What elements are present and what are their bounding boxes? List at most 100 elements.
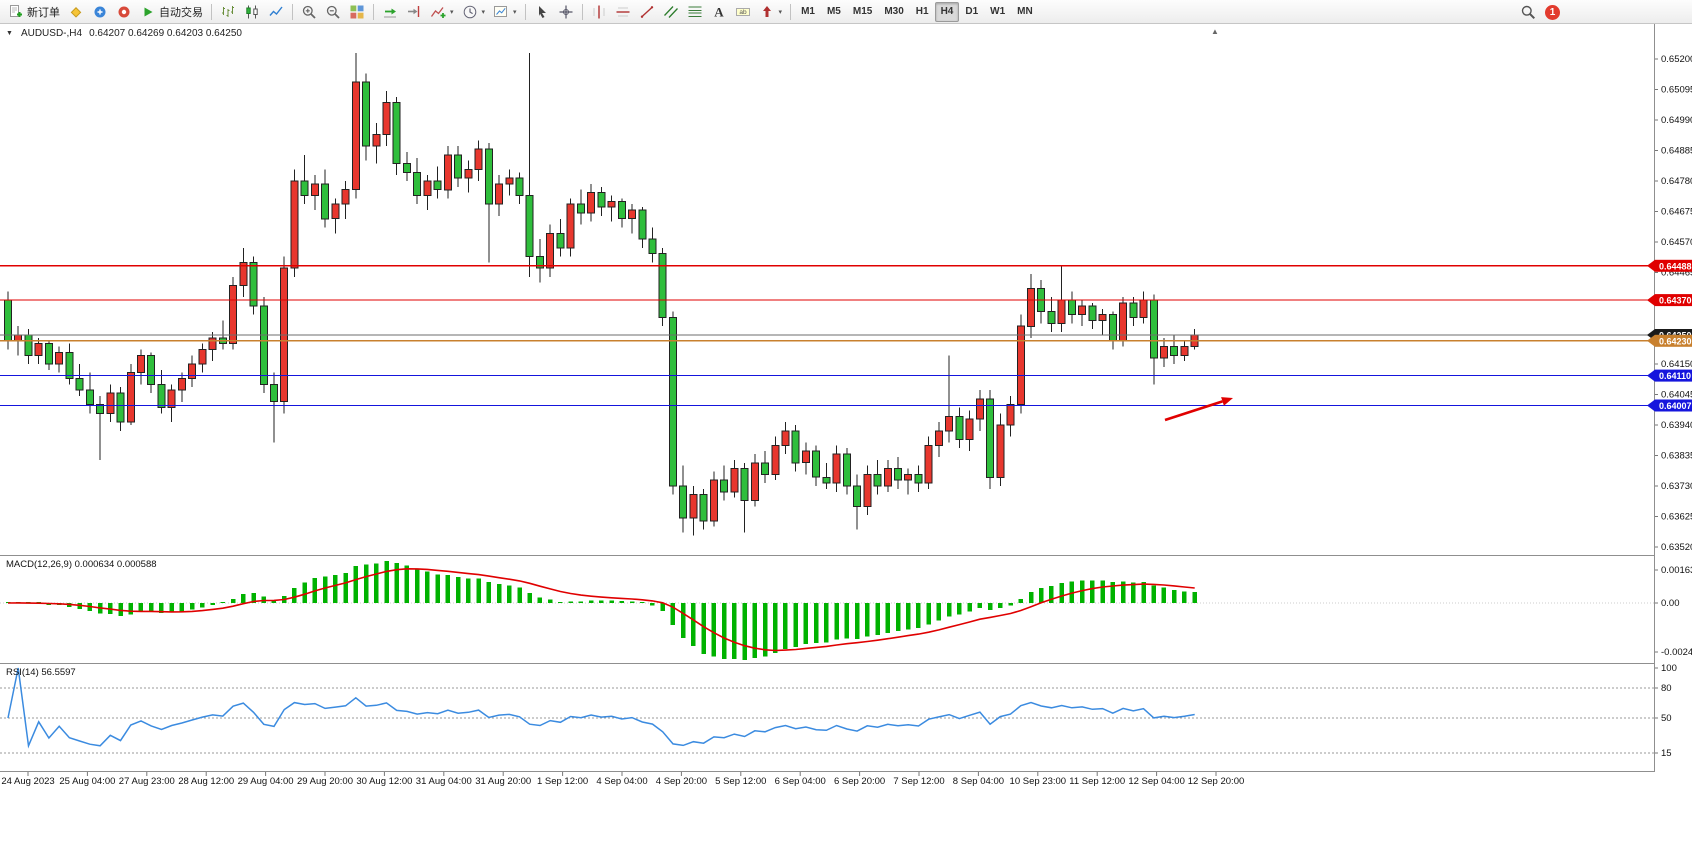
timeframe-button-m5[interactable]: M5 bbox=[826, 6, 841, 17]
timeframe-button-m15[interactable]: M15 bbox=[852, 6, 873, 17]
templates-button[interactable]: ▾ bbox=[489, 2, 521, 22]
candle bbox=[34, 337, 43, 364]
chart-dropdown-icon[interactable]: ▼ bbox=[6, 30, 13, 37]
fibo-icon bbox=[687, 4, 703, 20]
metaeditor-icon bbox=[68, 4, 84, 20]
candlestick-chart-button[interactable] bbox=[240, 2, 264, 22]
price-axis-label: 0.65095 bbox=[1661, 85, 1692, 96]
equidistant-channel-button[interactable] bbox=[659, 2, 683, 22]
candle bbox=[669, 311, 677, 495]
candle bbox=[996, 413, 1005, 486]
timeframe-button-m1[interactable]: M1 bbox=[801, 6, 815, 17]
market-button[interactable] bbox=[88, 2, 112, 22]
toolbar-separator bbox=[581, 3, 583, 20]
new-order-button[interactable]: 新订单 bbox=[4, 2, 64, 22]
svg-text:0.64230: 0.64230 bbox=[1659, 336, 1692, 346]
candle bbox=[986, 390, 995, 489]
timeframe-button-m30[interactable]: M30 bbox=[884, 6, 904, 17]
candle bbox=[433, 166, 442, 199]
fibonacci-button[interactable] bbox=[683, 2, 707, 22]
candle bbox=[1119, 297, 1128, 347]
community-button[interactable] bbox=[112, 2, 136, 22]
candle bbox=[791, 425, 800, 472]
indicators-button[interactable]: ▾ bbox=[426, 2, 458, 22]
candle bbox=[44, 340, 53, 370]
metaeditor-button[interactable] bbox=[64, 2, 88, 22]
trendline-button[interactable] bbox=[635, 2, 659, 22]
timeframe-button-h1[interactable]: H1 bbox=[915, 6, 929, 17]
candle bbox=[853, 474, 862, 530]
candle bbox=[290, 169, 299, 277]
candle bbox=[781, 422, 790, 454]
time-axis-label: 7 Sep 12:00 bbox=[893, 776, 944, 787]
time-axis-label: 6 Sep 04:00 bbox=[775, 776, 826, 787]
candle bbox=[208, 332, 217, 362]
rsi-axis-label: 50 bbox=[1661, 713, 1672, 724]
candle bbox=[341, 181, 350, 219]
arrows-icon bbox=[759, 4, 775, 20]
candle bbox=[1047, 297, 1056, 332]
text-button[interactable]: A bbox=[707, 2, 731, 22]
macd-axis-label: 0.00 bbox=[1661, 598, 1680, 609]
rsi-line bbox=[7, 667, 1195, 749]
text-icon: A bbox=[711, 4, 727, 20]
rsi-axis-label: 80 bbox=[1661, 683, 1672, 694]
chart-canvas[interactable] bbox=[0, 24, 1692, 854]
candle bbox=[576, 189, 585, 225]
shift-icon bbox=[406, 4, 422, 20]
zoom-in-button[interactable] bbox=[297, 2, 321, 22]
line-icon bbox=[268, 4, 284, 20]
candle bbox=[812, 445, 821, 486]
timeframe-button-d1[interactable]: D1 bbox=[965, 6, 979, 17]
candle bbox=[842, 448, 851, 495]
vertical-line-button[interactable] bbox=[587, 2, 611, 22]
horizontal-line-button[interactable] bbox=[611, 2, 635, 22]
arrows-button[interactable]: ▾ bbox=[755, 2, 787, 22]
price-axis-label: 0.63730 bbox=[1661, 481, 1692, 492]
candle bbox=[1160, 337, 1168, 367]
search-icon[interactable] bbox=[1520, 4, 1536, 20]
notification-badge[interactable]: 1 bbox=[1545, 4, 1560, 20]
arrow-object[interactable] bbox=[1164, 397, 1233, 422]
timeframe-button-w1[interactable]: W1 bbox=[990, 6, 1006, 17]
macd-indicator bbox=[0, 561, 1654, 660]
zoom-out-button[interactable] bbox=[321, 2, 345, 22]
dropdown-caret-icon: ▾ bbox=[778, 8, 783, 16]
svg-text:0.64488: 0.64488 bbox=[1659, 261, 1692, 271]
cursor-button[interactable] bbox=[530, 2, 554, 22]
auto-scroll-button[interactable] bbox=[378, 2, 402, 22]
chart-shift-button[interactable] bbox=[402, 2, 426, 22]
time-axis[interactable]: 24 Aug 2023 25 Aug 04:00 27 Aug 23:00 28 Au… bbox=[1, 772, 1244, 787]
autoscroll-icon bbox=[382, 4, 398, 20]
indicators-icon bbox=[430, 4, 446, 20]
candle bbox=[587, 183, 596, 222]
chart-window[interactable]: MACD(12,26,9) 0.000634 0.000588 RSI(14) 5… bbox=[0, 24, 1692, 854]
candle bbox=[443, 146, 452, 199]
timeframe-button-mn[interactable]: MN bbox=[1017, 6, 1033, 17]
tile-windows-button[interactable] bbox=[345, 2, 369, 22]
chart-shift-marker-icon[interactable]: ▲ bbox=[1211, 27, 1219, 36]
candle bbox=[975, 390, 984, 431]
candle bbox=[505, 169, 514, 196]
line-chart-button[interactable] bbox=[264, 2, 288, 22]
text-label-button[interactable]: ab bbox=[731, 2, 755, 22]
candle bbox=[474, 140, 483, 181]
timeframe-button-h4[interactable]: H4 bbox=[934, 1, 960, 22]
candle bbox=[157, 369, 166, 414]
periods-button[interactable]: ▾ bbox=[458, 2, 490, 22]
svg-text:0.64007: 0.64007 bbox=[1659, 401, 1692, 411]
autotrading-button[interactable]: 自动交易 bbox=[136, 2, 207, 22]
price-axis-label: 0.63940 bbox=[1661, 420, 1692, 431]
bar-chart-button[interactable] bbox=[216, 2, 240, 22]
chart-symbol-period: AUDUSD-,H4 bbox=[20, 28, 83, 39]
zoom-in-icon bbox=[301, 4, 317, 20]
price-axis-label: 0.63520 bbox=[1661, 542, 1692, 553]
price-axis[interactable]: 0.65200 0.65095 0.64990 0.64885 0.64780 0.646… bbox=[1654, 24, 1692, 854]
community-icon bbox=[116, 4, 132, 20]
macd-axis-label: -0.002442 bbox=[1661, 647, 1692, 658]
crosshair-button[interactable] bbox=[554, 2, 578, 22]
bars-icon bbox=[220, 4, 236, 20]
time-axis-label: 5 Sep 12:00 bbox=[715, 776, 766, 787]
